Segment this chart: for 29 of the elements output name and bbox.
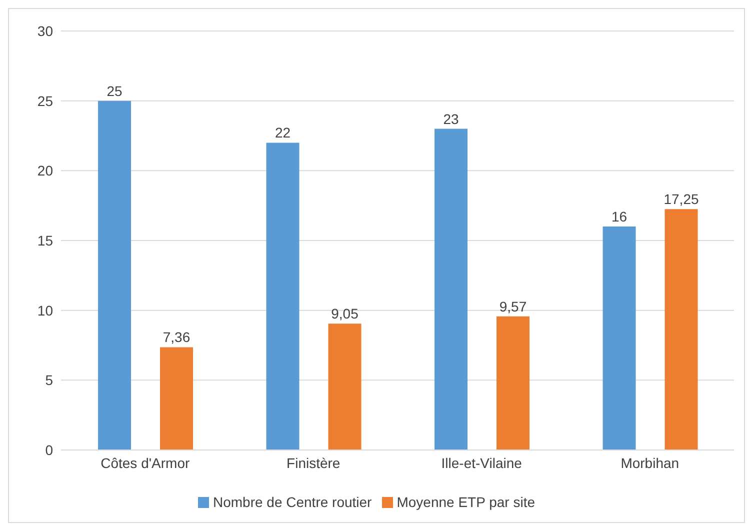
y-tick-label: 5 (45, 372, 54, 388)
y-tick-label: 15 (37, 232, 54, 248)
bar (98, 100, 132, 450)
bar (496, 316, 530, 450)
x-tick-label: Côtes d'Armor (100, 454, 190, 471)
y-tick-label: 30 (37, 22, 54, 39)
bar (664, 209, 698, 450)
y-tick-label: 10 (37, 302, 54, 318)
x-tick-label: Ille-et-Vilaine (441, 454, 522, 471)
bar (434, 128, 468, 450)
data-label: 25 (106, 82, 123, 99)
x-tick-label: Morbihan (620, 454, 680, 471)
legend-label: Moyenne ETP par site (396, 494, 535, 510)
data-label: 23 (443, 110, 460, 127)
y-tick-label: 25 (37, 92, 54, 109)
bar (160, 347, 194, 450)
data-label: 9,05 (331, 306, 359, 322)
data-label: 16 (611, 208, 628, 225)
bar (602, 226, 636, 450)
data-label: 17,25 (664, 191, 699, 208)
y-tick-label: 0 (45, 442, 54, 458)
data-label: 9,57 (499, 298, 527, 314)
bar (266, 142, 300, 450)
data-label: 7,36 (162, 329, 190, 346)
y-tick-label: 20 (37, 162, 54, 179)
legend-label: Nombre de Centre routier (212, 494, 372, 510)
x-tick-label: Finistère (286, 454, 340, 471)
bar (328, 324, 362, 450)
data-label: 22 (274, 124, 291, 141)
